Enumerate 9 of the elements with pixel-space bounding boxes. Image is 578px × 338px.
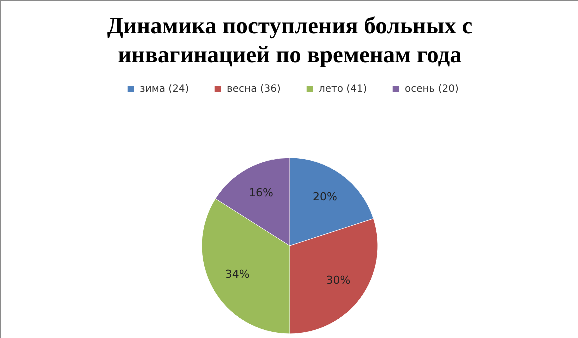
data-label: 30%: [326, 274, 351, 288]
legend-label: весна (36): [227, 84, 282, 96]
chart-title: Динамика поступления больных с инвагинацией по временам года: [107, 14, 473, 68]
legend-label: зима (24): [140, 84, 190, 96]
legend-label: осень (20): [405, 84, 460, 96]
legend-label: лето (41): [319, 84, 368, 96]
data-label: 34%: [225, 268, 250, 281]
data-label: 20%: [312, 190, 338, 204]
data-label: 16%: [248, 186, 274, 200]
